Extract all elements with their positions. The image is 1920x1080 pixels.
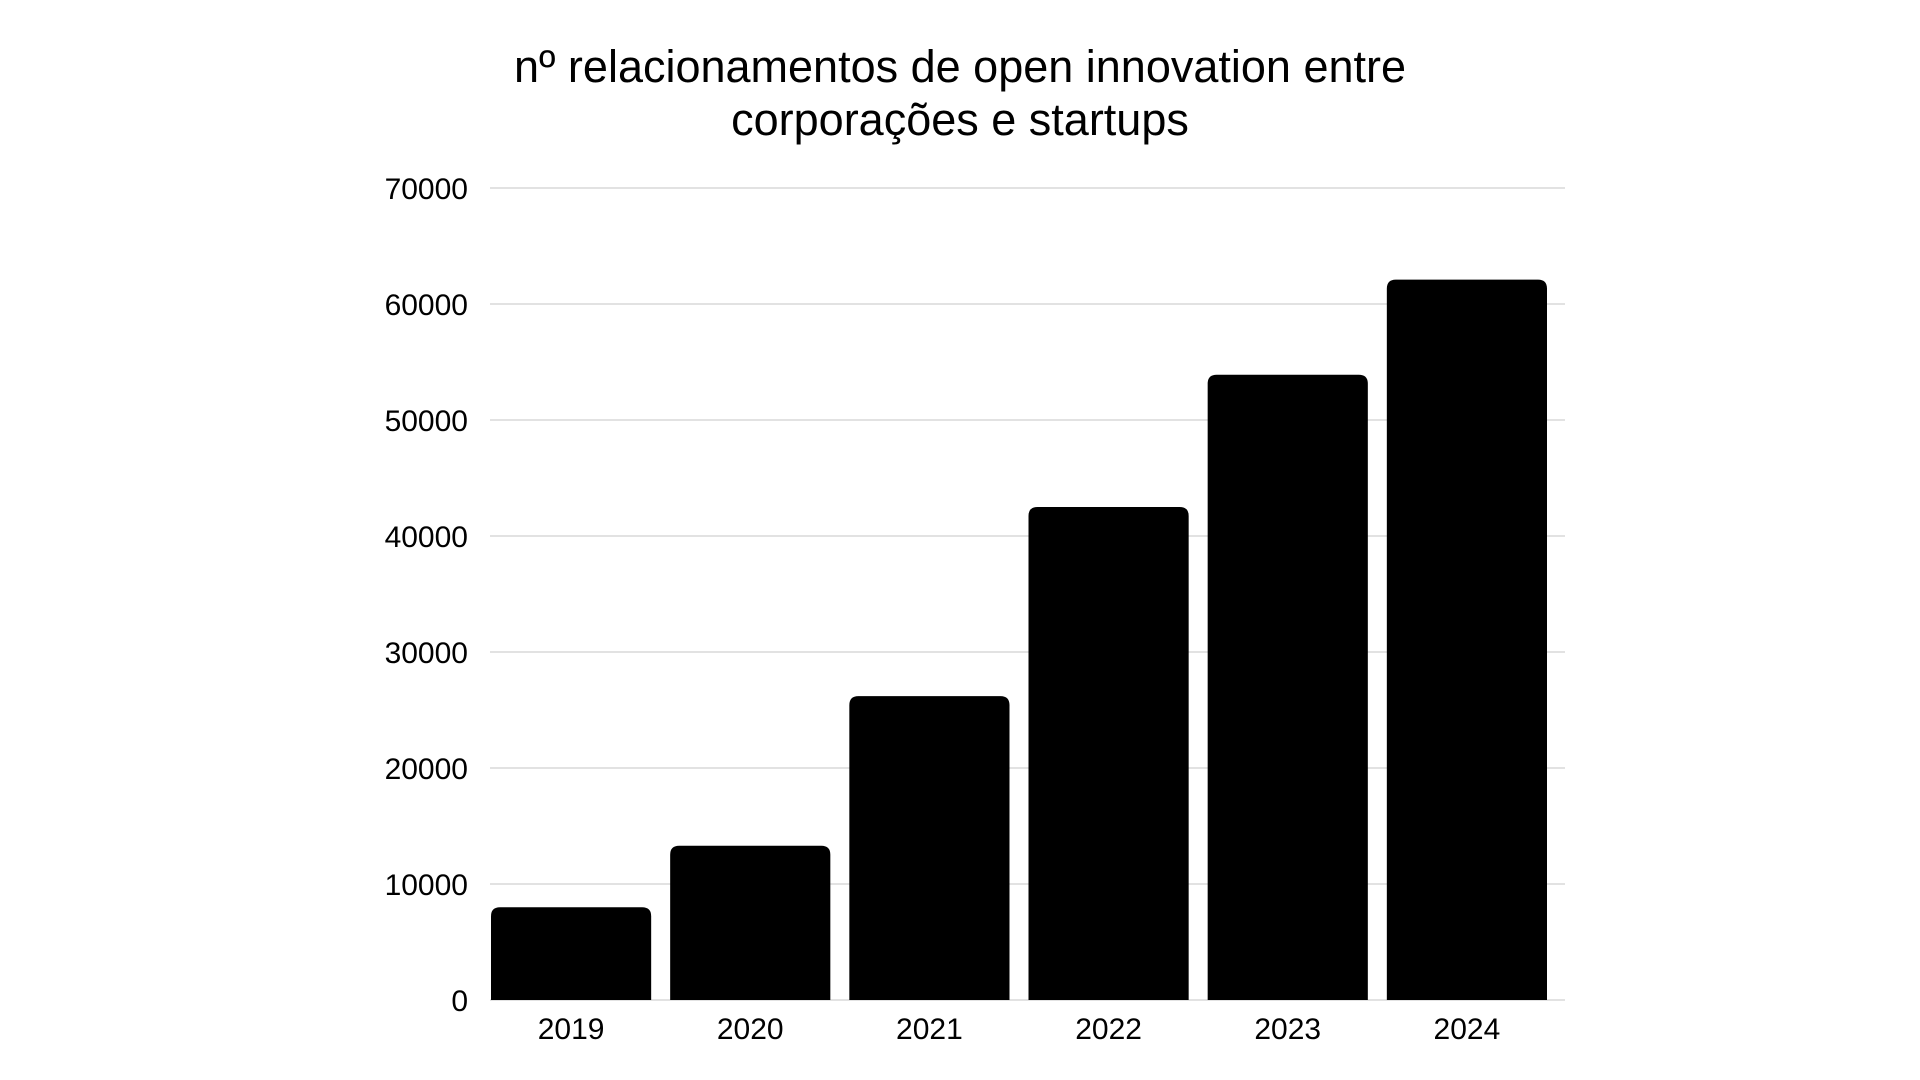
x-tick-label-2019: 2019 xyxy=(538,1013,605,1046)
y-tick-label-0: 0 xyxy=(451,985,468,1018)
bars xyxy=(491,279,1547,1000)
y-axis-tick-labels: 0 10000 20000 30000 40000 50000 60000 70000 xyxy=(385,173,468,1018)
bar-2021 xyxy=(849,696,1010,1000)
bar-2024 xyxy=(1386,279,1547,1000)
y-tick-label-60000: 60000 xyxy=(385,289,468,322)
y-tick-label-10000: 10000 xyxy=(385,869,468,902)
y-tick-label-20000: 20000 xyxy=(385,753,468,786)
x-tick-label-2023: 2023 xyxy=(1254,1013,1321,1046)
x-tick-label-2022: 2022 xyxy=(1075,1013,1142,1046)
bar-2019 xyxy=(491,907,652,1000)
x-tick-label-2024: 2024 xyxy=(1434,1013,1501,1046)
chart-title: nº relacionamentos de open innovation en… xyxy=(0,40,1920,146)
bar-2022 xyxy=(1028,507,1189,1000)
y-tick-label-50000: 50000 xyxy=(385,405,468,438)
chart-title-line-2: corporações e startups xyxy=(731,94,1189,145)
x-tick-label-2020: 2020 xyxy=(717,1013,784,1046)
x-axis-tick-labels: 2019 2020 2021 2022 2023 2024 xyxy=(538,1013,1501,1046)
gridlines xyxy=(490,187,1565,1001)
y-tick-label-70000: 70000 xyxy=(385,173,468,206)
x-tick-label-2021: 2021 xyxy=(896,1013,963,1046)
y-tick-label-30000: 30000 xyxy=(385,637,468,670)
chart-title-line-1: nº relacionamentos de open innovation en… xyxy=(513,41,1407,92)
y-tick-label-40000: 40000 xyxy=(385,521,468,554)
bar-2023 xyxy=(1207,374,1368,1000)
bar-2020 xyxy=(670,845,831,1000)
